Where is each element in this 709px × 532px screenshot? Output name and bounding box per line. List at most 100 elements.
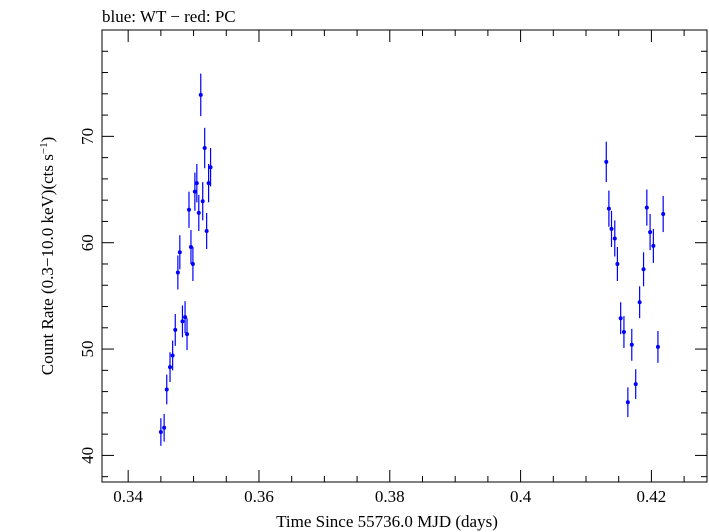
chart-title: blue: WT − red: PC	[102, 7, 236, 26]
y-tick-label: 70	[78, 128, 97, 145]
y-axis-label-exponent: −1	[38, 142, 50, 154]
x-tick-label: 0.42	[637, 487, 667, 506]
x-tick-label: 0.4	[510, 487, 532, 506]
point-marker	[170, 353, 175, 358]
point-marker	[633, 382, 638, 387]
data-point	[618, 302, 623, 335]
data-point	[202, 127, 207, 169]
x-tick-label: 0.34	[113, 487, 143, 506]
point-marker	[644, 205, 649, 210]
point-marker	[612, 236, 617, 241]
point-marker	[208, 165, 213, 170]
data-point	[206, 164, 211, 203]
plot-frame	[101, 29, 708, 483]
point-marker	[200, 199, 205, 204]
data-point	[194, 164, 199, 203]
point-marker	[202, 146, 207, 151]
data-point	[609, 210, 614, 247]
data-point	[162, 413, 167, 442]
point-marker	[168, 365, 173, 370]
point-marker	[661, 211, 666, 216]
point-marker	[606, 206, 611, 211]
point-marker	[204, 229, 209, 234]
data-point	[190, 246, 195, 281]
point-marker	[625, 400, 630, 405]
point-marker	[637, 300, 642, 305]
data-point	[606, 190, 611, 227]
point-marker	[164, 387, 169, 392]
data-point	[192, 172, 197, 211]
data-point	[185, 318, 190, 351]
data-point	[188, 229, 193, 264]
point-marker	[177, 250, 182, 255]
point-marker	[641, 267, 646, 272]
data-point	[200, 182, 205, 221]
point-marker	[196, 210, 201, 215]
y-tick-label: 40	[78, 447, 97, 464]
data-point	[641, 252, 646, 287]
data-point	[621, 316, 626, 348]
y-tick-label: 60	[78, 234, 97, 251]
data-point	[198, 73, 203, 117]
data-point	[164, 374, 169, 405]
data-point	[170, 340, 175, 371]
data-point	[180, 305, 185, 338]
point-marker	[188, 244, 193, 249]
data-point	[175, 255, 180, 290]
data-point	[168, 352, 173, 383]
data-point	[625, 387, 630, 418]
data-point	[615, 246, 620, 281]
point-marker	[615, 261, 620, 266]
data-point	[661, 195, 666, 233]
data-point	[612, 220, 617, 257]
y-axis-label-close: )	[38, 137, 57, 143]
point-marker	[651, 243, 656, 248]
axis-ticks	[102, 29, 707, 482]
y-tick-label: 50	[78, 341, 97, 358]
data-point	[196, 194, 201, 232]
point-marker	[621, 330, 626, 335]
point-marker	[180, 319, 185, 324]
y-axis-label-main: Count Rate (0.3−10.0 keV)(cts s	[38, 154, 57, 375]
point-marker	[629, 342, 634, 347]
point-marker	[173, 327, 178, 332]
data-point	[173, 313, 178, 346]
point-marker	[158, 430, 163, 435]
x-tick-label: 0.36	[244, 487, 274, 506]
point-marker	[648, 230, 653, 235]
point-marker	[175, 270, 180, 275]
data-point	[633, 369, 638, 400]
y-axis-label: Count Rate (0.3−10.0 keV)(cts s−1)	[38, 137, 57, 376]
point-marker	[618, 316, 623, 321]
point-marker	[194, 181, 199, 186]
data-point	[655, 330, 660, 363]
tick-labels: 0.34 0.36 0.38 0.4 0.42 40 50 60 70	[78, 128, 666, 506]
point-marker	[198, 92, 203, 97]
data-point	[651, 228, 656, 263]
data-point	[186, 191, 191, 228]
data-point	[644, 189, 649, 226]
point-marker	[655, 344, 660, 349]
x-tick-label: 0.38	[375, 487, 405, 506]
point-marker	[183, 315, 188, 320]
data-point	[208, 148, 213, 187]
data-point	[604, 141, 609, 183]
data-point	[177, 235, 182, 270]
data-point	[637, 286, 642, 319]
data-point	[629, 328, 634, 361]
point-marker	[185, 332, 190, 337]
point-marker	[162, 425, 167, 430]
data-point	[648, 213, 653, 251]
x-axis-label: Time Since 55736.0 MJD (days)	[276, 512, 498, 531]
data-point	[204, 212, 209, 250]
point-marker	[190, 261, 195, 266]
point-marker	[192, 189, 197, 194]
point-marker	[186, 207, 191, 212]
data-point	[158, 418, 163, 446]
point-marker	[609, 226, 614, 231]
data-points	[158, 73, 666, 446]
point-marker	[206, 181, 211, 186]
data-point	[183, 301, 188, 334]
point-marker	[604, 159, 609, 164]
